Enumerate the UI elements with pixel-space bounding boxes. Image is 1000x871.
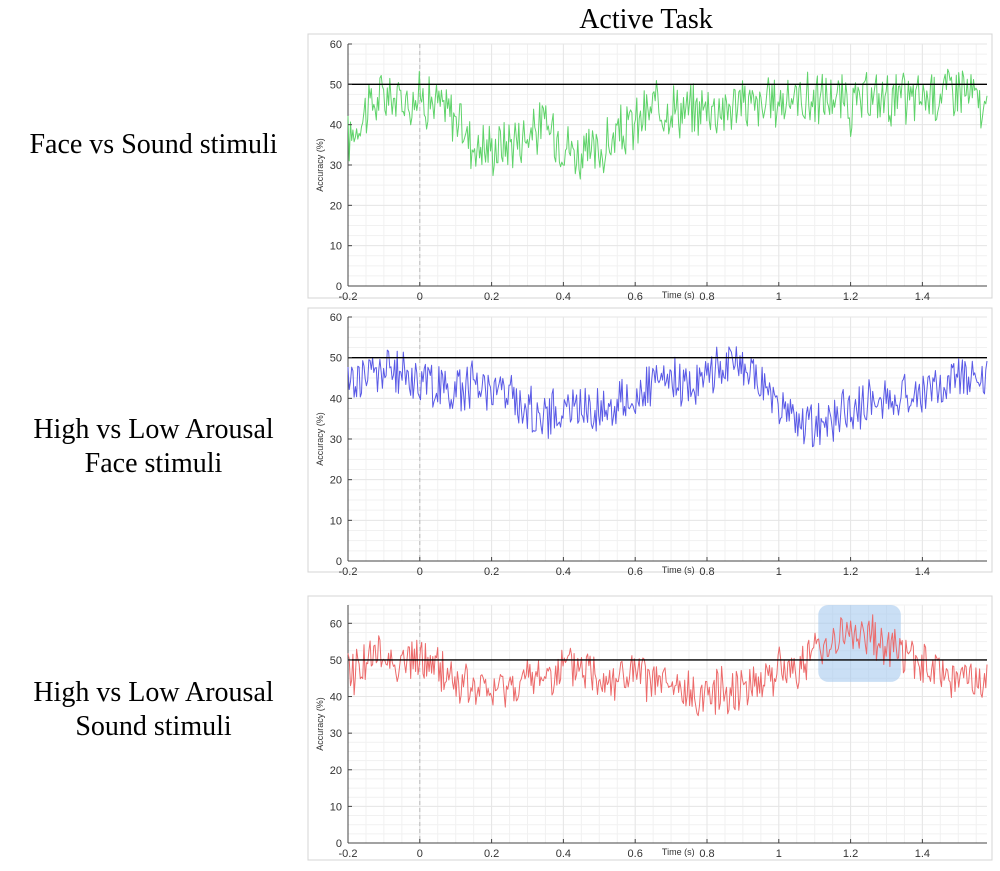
y-tick-label: 10: [330, 801, 342, 813]
x-tick-label: 0: [417, 291, 423, 303]
row-label-line: High vs Low Arousal: [33, 414, 274, 445]
x-tick-label: 1.4: [915, 848, 930, 860]
y-tick-label: 40: [330, 393, 342, 405]
y-tick-label: 20: [330, 200, 342, 212]
y-tick-label: 60: [330, 39, 342, 51]
y-tick-label: 20: [330, 475, 342, 487]
y-tick-label: 30: [330, 434, 342, 446]
accuracy-series-line: [347, 68, 988, 180]
y-tick-label: 50: [330, 353, 342, 365]
accuracy-series-line: [347, 346, 988, 448]
x-tick-label: 0.2: [484, 291, 499, 303]
x-tick-label: -0.2: [339, 848, 358, 860]
row-label-arousal-sound: High vs Low Arousal Sound stimuli: [6, 676, 301, 744]
y-tick-label: 0: [336, 281, 342, 293]
y-tick-label: 30: [330, 728, 342, 740]
x-tick-label: 0: [417, 848, 423, 860]
row-label-face-vs-sound: Face vs Sound stimuli: [6, 128, 301, 162]
row-label-line: Sound stimuli: [75, 711, 232, 742]
x-tick-label: 0.8: [699, 566, 714, 578]
x-axis-label: Time (s): [662, 290, 695, 300]
x-tick-label: 0: [417, 566, 423, 578]
y-tick-label: 10: [330, 241, 342, 253]
x-tick-label: 0.6: [628, 291, 643, 303]
y-tick-label: 10: [330, 515, 342, 527]
x-axis-label: Time (s): [662, 565, 695, 575]
x-tick-label: 1.2: [843, 566, 858, 578]
y-tick-label: 50: [330, 655, 342, 667]
x-tick-label: 0.8: [699, 848, 714, 860]
x-tick-label: 0.6: [628, 566, 643, 578]
x-tick-label: 1.4: [915, 291, 930, 303]
x-tick-label: 1.4: [915, 566, 930, 578]
y-tick-label: 0: [336, 556, 342, 568]
x-tick-label: 0.2: [484, 566, 499, 578]
row-label-line: High vs Low Arousal: [33, 677, 274, 708]
x-tick-label: 0.4: [556, 566, 571, 578]
y-tick-label: 30: [330, 160, 342, 172]
y-tick-label: 60: [330, 618, 342, 630]
x-tick-label: 0.6: [628, 848, 643, 860]
y-axis-label: Accuracy (%): [315, 697, 325, 751]
y-axis-label: Accuracy (%): [315, 138, 325, 192]
x-tick-label: 1: [776, 848, 782, 860]
accuracy-series-line: [347, 614, 988, 717]
x-tick-label: 1: [776, 291, 782, 303]
y-tick-label: 40: [330, 120, 342, 132]
y-tick-label: 50: [330, 79, 342, 91]
row-label-line: Face vs Sound stimuli: [29, 129, 278, 160]
x-axis-label: Time (s): [662, 847, 695, 857]
y-axis-label: Accuracy (%): [315, 412, 325, 466]
x-tick-label: 0.2: [484, 848, 499, 860]
figure-title: Active Task: [579, 4, 713, 35]
y-tick-label: 40: [330, 692, 342, 704]
row-label-arousal-face: High vs Low Arousal Face stimuli: [6, 413, 301, 481]
x-tick-label: 1.2: [843, 848, 858, 860]
x-tick-label: 1.2: [843, 291, 858, 303]
x-tick-label: -0.2: [339, 291, 358, 303]
x-tick-label: 0.8: [699, 291, 714, 303]
row-label-line: Face stimuli: [84, 448, 223, 479]
y-tick-label: 60: [330, 312, 342, 324]
x-tick-label: 1: [776, 566, 782, 578]
x-tick-label: 0.4: [556, 848, 571, 860]
y-tick-label: 0: [336, 838, 342, 850]
x-tick-label: -0.2: [339, 566, 358, 578]
x-tick-label: 0.4: [556, 291, 571, 303]
y-tick-label: 20: [330, 765, 342, 777]
